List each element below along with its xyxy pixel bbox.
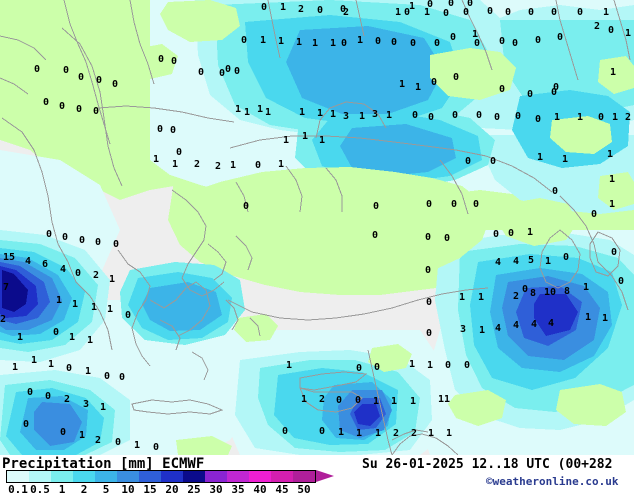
colorbar-cell-30 [205,471,227,482]
colorbar-cell-0.5 [29,471,51,482]
colorbar-cell-40 [249,471,271,482]
map-canvas [0,0,634,455]
colorbar-cell-0.1 [7,471,29,482]
colorbar-cell-2 [73,471,95,482]
colorbar-cell-10 [117,471,139,482]
copyright-notice: ©weatheronline.co.uk [486,475,619,488]
colorbar-swatches[interactable] [6,470,316,483]
colorbar-cell-25 [183,471,205,482]
coastlines-borders [0,0,631,455]
forecast-run-info: Su 26-01-2025 12..18 UTC (00+282 [362,457,613,472]
colorbar-cell-45 [271,471,293,482]
legend-bar: Precipitation [mm] ECMWF Su 26-01-2025 1… [0,455,634,496]
colorbar-cell-20 [161,471,183,482]
colorbar-cell-35 [227,471,249,482]
colorbar-cell-50 [293,471,315,482]
colorbar[interactable]: 0.1 0.5 1 2 5 10 15 20 25 30 35 40 45 50 [6,470,336,496]
colorbar-arrow [316,470,334,482]
dry-land-overlay [128,0,634,455]
colorbar-cell-5 [95,471,117,482]
legend-title: Precipitation [mm] ECMWF [2,456,205,472]
colorbar-cell-15 [139,471,161,482]
colorbar-cell-1 [51,471,73,482]
